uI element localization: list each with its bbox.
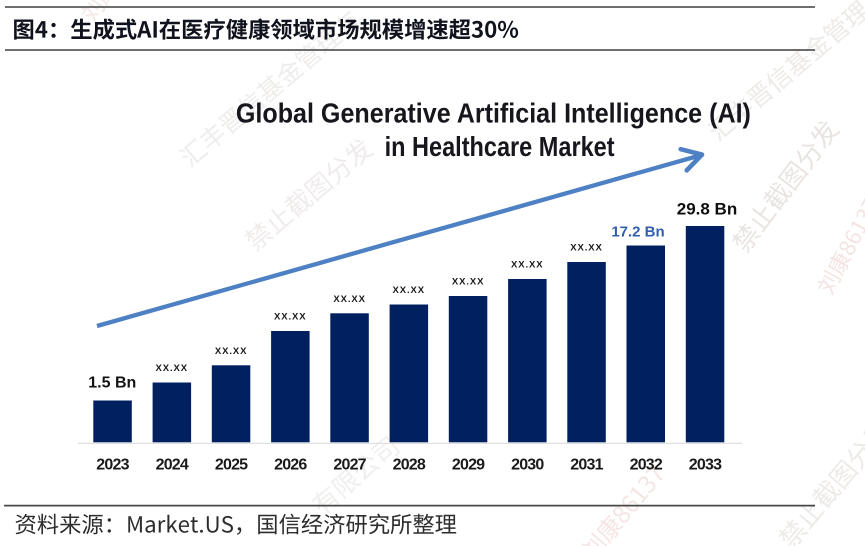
svg-text:2024: 2024 (156, 457, 189, 474)
svg-text:2032: 2032 (630, 457, 663, 474)
svg-text:2027: 2027 (333, 457, 366, 474)
svg-text:2031: 2031 (570, 457, 603, 474)
svg-text:2030: 2030 (511, 457, 544, 474)
svg-text:XX.XX: XX.XX (393, 285, 426, 296)
svg-text:2033: 2033 (689, 457, 722, 474)
svg-text:2023: 2023 (96, 457, 129, 474)
svg-text:29.8 Bn: 29.8 Bn (677, 200, 737, 219)
svg-text:XX.XX: XX.XX (274, 312, 307, 323)
svg-text:1.5 Bn: 1.5 Bn (88, 374, 136, 391)
svg-text:2025: 2025 (215, 457, 248, 474)
svg-text:2029: 2029 (452, 457, 485, 474)
svg-text:XX.XX: XX.XX (570, 243, 603, 254)
svg-text:in Healthcare Market: in Healthcare Market (385, 131, 615, 162)
svg-text:XX.XX: XX.XX (333, 294, 366, 305)
svg-text:XX.XX: XX.XX (156, 363, 189, 374)
svg-text:XX.XX: XX.XX (215, 346, 248, 357)
svg-text:17.2 Bn: 17.2 Bn (611, 223, 664, 240)
svg-text:XX.XX: XX.XX (511, 260, 544, 271)
svg-text:2028: 2028 (393, 457, 426, 474)
svg-text:XX.XX: XX.XX (452, 277, 485, 288)
svg-text:2026: 2026 (274, 457, 307, 474)
svg-text:Global Generative Artificial I: Global Generative Artificial Intelligenc… (236, 97, 751, 128)
